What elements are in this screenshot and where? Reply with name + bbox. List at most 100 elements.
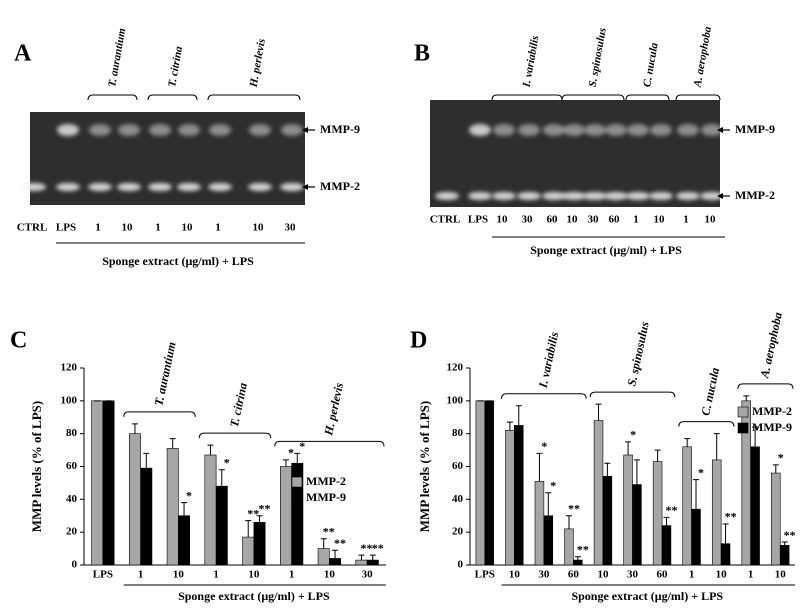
y-tick-label: 100 — [61, 394, 78, 406]
y-tick-label: 40 — [66, 493, 78, 505]
lane-label: CTRL — [17, 222, 48, 234]
bar — [573, 559, 583, 566]
gel-band — [469, 124, 491, 136]
gel-band — [149, 124, 171, 136]
bar — [514, 425, 524, 566]
lane-label: 30 — [285, 222, 297, 234]
legend-label: MMP-9 — [306, 490, 346, 504]
error-bar — [131, 423, 138, 434]
band-label: MMP-2 — [735, 188, 775, 202]
gel-band — [604, 192, 628, 200]
species-bracket — [625, 94, 670, 101]
panel-letter: B — [414, 41, 430, 67]
lane-label: 10 — [253, 222, 265, 234]
bar — [771, 472, 781, 566]
bar — [317, 548, 330, 566]
error-bar — [218, 469, 225, 487]
bar — [593, 420, 604, 566]
lane-label: 10 — [654, 214, 666, 226]
species-bracket — [491, 94, 563, 101]
legend-label: MMP-2 — [306, 474, 346, 488]
gel-band — [563, 124, 585, 136]
significance-label: ** — [360, 541, 372, 555]
gel-band — [542, 192, 566, 200]
error-bar — [320, 538, 327, 549]
gel-band — [583, 192, 607, 200]
x-tick-label: 60 — [568, 569, 580, 581]
error-bar — [752, 426, 759, 447]
error-bar — [772, 464, 779, 474]
error-bar — [143, 452, 150, 469]
bar — [682, 446, 692, 566]
bar — [711, 459, 722, 566]
legend-swatch — [737, 406, 749, 418]
species-bracket — [207, 94, 301, 101]
significance-label: * — [224, 456, 230, 470]
gel-band — [435, 192, 459, 200]
arrow-head — [717, 127, 723, 133]
gel-band — [676, 192, 700, 200]
x-tick-label: 1 — [138, 569, 144, 581]
x-tick-label: 60 — [657, 569, 669, 581]
y-tick-label: 0 — [72, 559, 78, 571]
lane-label: 60 — [547, 214, 559, 226]
panel-letter: A — [14, 41, 32, 67]
error-bar — [169, 438, 176, 449]
bar — [204, 454, 217, 566]
error-bar — [565, 515, 572, 529]
error-bar — [282, 459, 289, 467]
y-tick-label: 0 — [458, 559, 464, 571]
band-label: MMP-9 — [735, 122, 775, 136]
bar — [129, 433, 141, 566]
significance-label: * — [630, 428, 636, 442]
bar — [91, 400, 104, 566]
error-bar — [604, 462, 611, 477]
bar — [652, 461, 663, 566]
species-bracket — [675, 94, 721, 101]
gel-band — [700, 192, 724, 200]
lane-label: 10 — [497, 214, 509, 226]
gel-band — [677, 124, 699, 136]
x-tick-label: 10 — [597, 569, 609, 581]
bar — [750, 446, 760, 566]
significance-label: ** — [247, 506, 259, 520]
group-bracket — [274, 440, 385, 447]
group-bracket — [737, 383, 794, 389]
x-tick-label: 10 — [248, 569, 260, 581]
bar — [534, 480, 545, 566]
arrow-head — [302, 127, 308, 133]
error-bar — [207, 444, 214, 456]
y-tick-label: 120 — [61, 362, 78, 374]
error-bar — [781, 541, 788, 546]
legend-swatch — [291, 476, 303, 488]
significance-label: * — [186, 488, 192, 502]
gel-band — [148, 183, 172, 191]
gel-band — [56, 183, 80, 191]
significance-label: * — [288, 446, 294, 460]
significance-label: ** — [577, 543, 589, 557]
error-bar — [245, 520, 252, 538]
species-bracket — [87, 94, 138, 101]
arrow-head — [717, 193, 723, 199]
group-bracket — [589, 391, 676, 398]
lane-label: 1 — [155, 222, 161, 234]
arrow-head — [302, 184, 308, 190]
gel-band — [518, 124, 540, 136]
lane-label: 10 — [567, 214, 579, 226]
bar — [564, 528, 574, 566]
group-bracket — [198, 432, 272, 439]
gel-band — [88, 183, 112, 191]
bar — [215, 485, 228, 566]
error-bar — [515, 405, 522, 426]
significance-label: ** — [323, 524, 335, 538]
error-bar — [506, 421, 513, 431]
gel-band — [280, 183, 304, 191]
gel-band — [281, 124, 303, 136]
lane-label: CTRL — [430, 214, 461, 226]
gel-band — [543, 124, 565, 136]
gel-band — [517, 192, 541, 200]
error-bar — [545, 492, 552, 516]
significance-label: * — [778, 451, 784, 465]
significance-label: ** — [665, 503, 677, 517]
